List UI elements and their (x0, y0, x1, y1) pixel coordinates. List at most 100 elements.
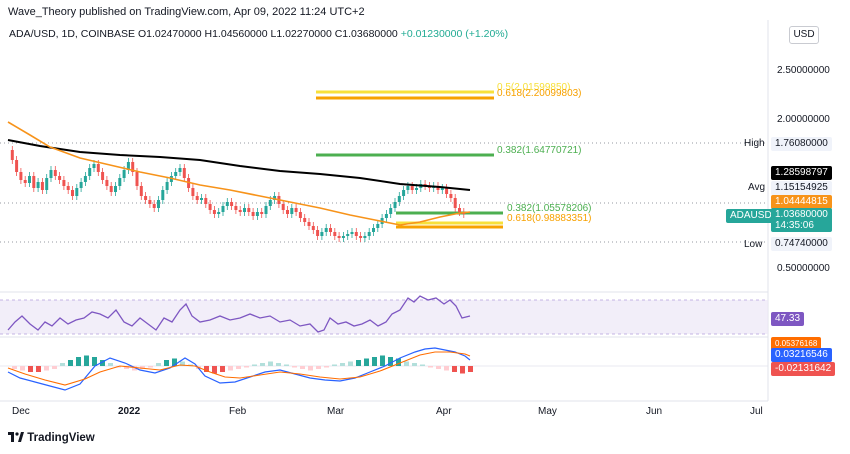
time-tick-dec: Dec (12, 406, 30, 417)
candle-body (32, 176, 36, 188)
candle-body (445, 188, 449, 194)
candle-body (135, 172, 139, 186)
price-tick-2-0: 2.00000000 (777, 114, 830, 125)
candle-body (458, 208, 461, 212)
time-tick-may: May (538, 406, 557, 417)
macd-histogram-bar (340, 363, 345, 366)
candle-body (200, 198, 203, 200)
candle-body (324, 228, 328, 232)
candle-body (79, 182, 83, 188)
macd-histogram-bar (324, 366, 329, 368)
macd-histogram-bar (220, 366, 225, 372)
candle-body (449, 194, 453, 198)
candle-body (238, 210, 242, 212)
candle-body (217, 212, 221, 214)
candle-body (354, 232, 358, 236)
candle-body (75, 188, 79, 196)
macd-histogram-bar (404, 361, 409, 366)
macd-signal-line (7, 351, 471, 386)
candle-body (436, 186, 440, 190)
candle-body (49, 170, 53, 178)
macd-histogram-bar (452, 366, 457, 372)
macd-histogram-bar (444, 366, 449, 371)
macd-histogram-bar (460, 366, 465, 374)
candle-body (165, 182, 169, 190)
macd-histogram-bar (180, 361, 185, 366)
macd-histogram-bar (76, 357, 81, 366)
candle-body (346, 234, 350, 236)
candle-body (415, 188, 418, 190)
candle-body (23, 180, 27, 183)
macd-histogram-bar (428, 366, 433, 368)
candle-body (389, 208, 393, 214)
last-price-tag: 1.03680000 14:35:06 (771, 208, 832, 232)
candle-body (178, 168, 182, 172)
macd-histogram-bar (308, 366, 313, 371)
tradingview-brand: TradingView (27, 432, 95, 444)
candle-body (268, 200, 272, 206)
fib-label-0382-lower: 0.382(1.05578206) (507, 203, 592, 214)
tradingview-logo-icon (8, 432, 24, 442)
macd-histogram-bar (20, 366, 25, 371)
candle-body (234, 206, 238, 210)
candle-body (333, 232, 337, 236)
candle-body (393, 202, 397, 208)
legend-symbol[interactable]: ADA/USD, 1D, COINBASE (9, 28, 136, 40)
candle-body (243, 208, 246, 212)
candle-body (307, 222, 311, 226)
candle-body (92, 164, 96, 168)
candle-body (204, 198, 208, 204)
candle-body (161, 190, 165, 200)
candle-body (53, 170, 57, 176)
candle-body (337, 236, 341, 238)
candle-body (174, 172, 178, 176)
macd-hist-tag: -0.02131642 (771, 362, 836, 376)
time-tick-apr: Apr (436, 406, 452, 417)
macd-histogram-bar (164, 360, 169, 366)
candle-body (453, 198, 457, 208)
macd-histogram-bar (268, 361, 273, 366)
time-tick-jun: Jun (646, 406, 663, 417)
macd-histogram-bar (28, 366, 33, 372)
tradingview-logo[interactable]: TradingView (8, 432, 95, 444)
macd-histogram-bar (84, 355, 89, 366)
candle-body (311, 226, 315, 230)
currency-button[interactable]: USD (789, 26, 819, 44)
avg-value-tag: 1.15154925 (771, 181, 832, 195)
time-tick-2022: 2022 (118, 406, 141, 417)
candle-body (19, 172, 23, 180)
candle-body (255, 212, 259, 216)
candle-body (45, 178, 49, 190)
macd-histogram-bar (284, 364, 289, 366)
macd-histogram-bar (372, 357, 377, 366)
time-tick-jul: Jul (750, 406, 763, 417)
macd-histogram-bar (436, 366, 441, 369)
candle-body (410, 186, 414, 190)
symbol-tag[interactable]: ADAUSD (726, 209, 776, 223)
fib-label-upper-yellow: 0.5(2.01599850) (497, 82, 571, 93)
legend-ohlc: O1.02470000 H1.04560000 L1.02270000 C1.0… (137, 28, 398, 40)
avg-label: Avg (748, 182, 766, 193)
candle-body (36, 182, 40, 188)
candle-body (144, 196, 148, 200)
candle-body (28, 176, 31, 183)
candle-body (126, 162, 130, 170)
candle-body (329, 228, 332, 232)
macd-histogram-bar (236, 366, 241, 369)
candle-body (15, 160, 19, 172)
candle-body (225, 202, 229, 206)
candle-body (350, 232, 354, 234)
macd-histogram-bar (364, 358, 369, 366)
macd-value-tag: 0.03216546 (771, 348, 832, 362)
bar-countdown: 14:35:06 (775, 220, 814, 231)
candle-body (406, 186, 410, 190)
ma-orange-value-tag: 1.04444815 (771, 195, 832, 209)
rsi-line (7, 295, 471, 333)
candle-body (397, 196, 401, 202)
candle-body (83, 176, 87, 182)
candle-body (359, 236, 363, 238)
candle-body (157, 200, 160, 208)
candle-body (221, 206, 225, 212)
candle-body (71, 190, 74, 196)
